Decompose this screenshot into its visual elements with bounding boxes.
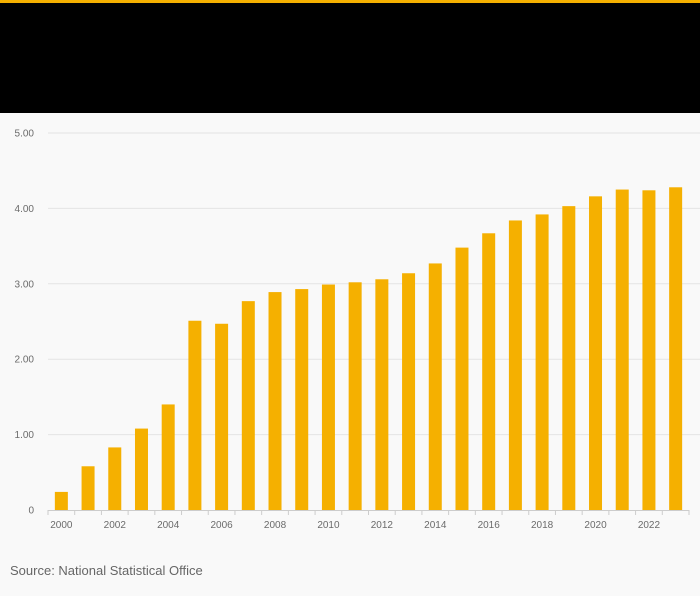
bar-2015 xyxy=(455,247,469,511)
x-tick-label: 2006 xyxy=(210,520,233,531)
y-tick-label: 4.00 xyxy=(15,204,35,215)
top-accent-bar xyxy=(0,0,700,3)
x-tick-label: 2022 xyxy=(638,520,661,531)
gridlines xyxy=(48,132,700,436)
y-axis-labels: 0 1.00 2.00 3.00 4.00 5.00 xyxy=(15,129,35,517)
bar-2013 xyxy=(402,273,416,510)
bar-2008 xyxy=(268,292,282,510)
y-tick-label: 1.00 xyxy=(15,430,35,441)
x-tick-label: 2002 xyxy=(104,520,127,531)
bar-2003 xyxy=(134,428,148,510)
bar-2001 xyxy=(81,466,95,510)
bar-chart: 0 1.00 2.00 3.00 4.00 5.00 2000 2002 2004 2006 20… xyxy=(0,113,700,543)
bar-2005 xyxy=(188,320,202,510)
bars xyxy=(54,187,683,511)
bar-2004 xyxy=(161,404,175,510)
bar-2016 xyxy=(482,233,496,510)
y-tick-label: 3.00 xyxy=(15,279,35,290)
bar-2010 xyxy=(321,284,335,510)
bar-2014 xyxy=(428,263,442,510)
bar-2023 xyxy=(669,187,683,510)
x-tick-label: 2000 xyxy=(50,520,73,531)
x-tick-label: 2020 xyxy=(584,520,607,531)
x-tick-label: 2014 xyxy=(424,520,447,531)
bar-2021 xyxy=(615,189,629,511)
bar-2000 xyxy=(54,491,68,510)
x-tick-label: 2016 xyxy=(478,520,501,531)
source-note: Source: National Statistical Office xyxy=(10,563,203,578)
bar-2009 xyxy=(295,289,309,510)
bar-2018 xyxy=(535,214,549,510)
x-tick-label: 2004 xyxy=(157,520,180,531)
chart-svg: 01.002.003.004.005.00 2000 2002 2004 2006 20… xyxy=(15,129,700,531)
bar-2019 xyxy=(562,206,576,510)
x-axis-labels: 2000 2002 2004 2006 2008 2010 2012 2014 2016 2018… xyxy=(50,520,660,531)
x-tick-label: 2010 xyxy=(317,520,340,531)
header-band xyxy=(0,3,700,113)
x-tick-label: 2012 xyxy=(371,520,394,531)
x-tick-label: 2008 xyxy=(264,520,287,531)
bar-2002 xyxy=(108,447,122,510)
bar-2007 xyxy=(241,301,255,510)
x-tick-label: 2018 xyxy=(531,520,554,531)
bar-2012 xyxy=(375,279,389,510)
y-tick-label: 5.00 xyxy=(15,129,35,140)
bar-2022 xyxy=(642,190,656,511)
y-tick-label: 0 xyxy=(28,506,34,517)
bar-2020 xyxy=(589,196,603,510)
bar-2017 xyxy=(508,220,522,510)
x-axis xyxy=(47,510,690,515)
bar-2006 xyxy=(215,323,229,510)
y-tick-label: 2.00 xyxy=(15,355,35,366)
bar-2011 xyxy=(348,282,362,510)
